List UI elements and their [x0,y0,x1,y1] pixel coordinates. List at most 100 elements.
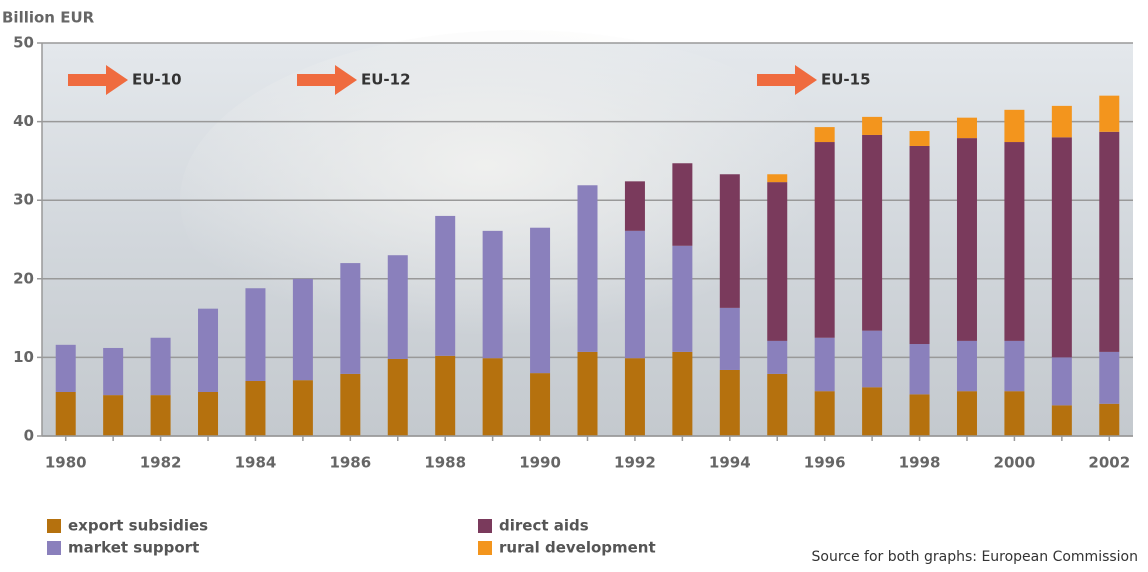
legend-label: export subsidies [68,517,208,535]
bar-segment [340,373,361,436]
bar-segment [292,278,313,381]
legend-swatch [47,541,61,555]
y-axis-label: Billion EUR [2,9,95,27]
x-tick-label: 1990 [519,454,561,472]
x-tick-label: 1992 [614,454,656,472]
bar-segment [103,395,124,436]
x-tick-label: 1996 [804,454,846,472]
bar-segment [862,387,883,436]
bar-segment [719,307,740,370]
bar-segment [767,174,788,183]
bar-segment [624,358,645,436]
source: Source for both graphs: European Commiss… [812,549,1139,565]
bar-segment [814,127,835,143]
bar-segment [672,163,693,246]
bar-segment [198,391,219,436]
bar-segment [719,369,740,436]
bar-segment [1051,137,1072,358]
bar-segment [340,263,361,374]
bar-segment [814,391,835,436]
bar-segment [767,373,788,436]
annotation: EU-12 [361,71,411,89]
bar-segment [387,255,408,359]
bar-segment [245,380,266,436]
y-tick-label: 20 [13,269,34,287]
bar-segment [909,344,930,395]
bar-segment [719,174,740,308]
legend-swatch [478,519,492,533]
bar-segment [435,355,456,436]
bar-segment [103,347,124,396]
bar-segment [909,394,930,436]
bar-segment [245,288,266,381]
legend-label: market support [68,539,199,557]
y-tick-label: 50 [13,34,34,52]
bar-segment [1004,142,1025,341]
bar-segment [862,330,883,388]
bar-segment [956,391,977,436]
bar-segment [530,373,551,436]
bar-segment [862,134,883,331]
bar-segment [862,116,883,135]
bar-segment [1051,357,1072,406]
bar-segment [1004,109,1025,143]
arrow [68,65,128,95]
bar-segment [1004,391,1025,436]
bar-segment [814,142,835,338]
bar-segment [198,308,219,392]
bar-segment [577,351,598,436]
bar-segment [530,227,551,374]
bar-segment [672,245,693,352]
x-tick-label: 1986 [329,454,371,472]
y-tick-label: 0 [24,427,34,445]
bar-segment [1099,403,1120,436]
annotation: EU-10 [132,71,182,89]
bar-segment [1099,351,1120,404]
x-tick-label: 2000 [994,454,1036,472]
y-tick-label: 30 [13,191,34,209]
bar-segment [482,230,503,359]
bar-segment [387,358,408,436]
bar-segment [150,337,171,396]
bar-segment [624,230,645,359]
x-tick-label: 1984 [235,454,277,472]
bar-segment [909,145,930,345]
bar-segment [624,181,645,231]
x-tick-label: 1998 [899,454,941,472]
annotation: EU-15 [821,71,871,89]
legend-label: direct aids [499,517,589,535]
bar-segment [292,380,313,436]
bar-segment [672,351,693,436]
x-tick-label: 1994 [709,454,751,472]
bar-segment [956,340,977,392]
legend-label: rural development [499,539,656,557]
x-tick-label: 1982 [140,454,182,472]
arrow [757,65,817,95]
x-tick-label: 1988 [424,454,466,472]
bar-segment [1099,95,1120,132]
bar-segment [1004,340,1025,392]
bar-segment [55,344,76,392]
y-tick-label: 10 [13,348,34,366]
bar-segment [909,131,930,146]
bar-segment [150,395,171,436]
bar-segment [55,391,76,436]
bar-segment [1051,405,1072,436]
bar-segment [767,182,788,341]
y-tick-label: 40 [13,112,34,130]
bar-segment [1051,105,1072,138]
x-tick-label: 2002 [1088,454,1130,472]
bar-segment [767,340,788,374]
x-tick-label: 1980 [45,454,87,472]
arrow [297,65,357,95]
legend-swatch [47,519,61,533]
bar-segment [956,117,977,139]
bar-segment [956,138,977,341]
bar-segment [435,215,456,356]
bar-segment [577,185,598,352]
legend-swatch [478,541,492,555]
bar-segment [482,358,503,436]
bar-segment [1099,131,1120,352]
